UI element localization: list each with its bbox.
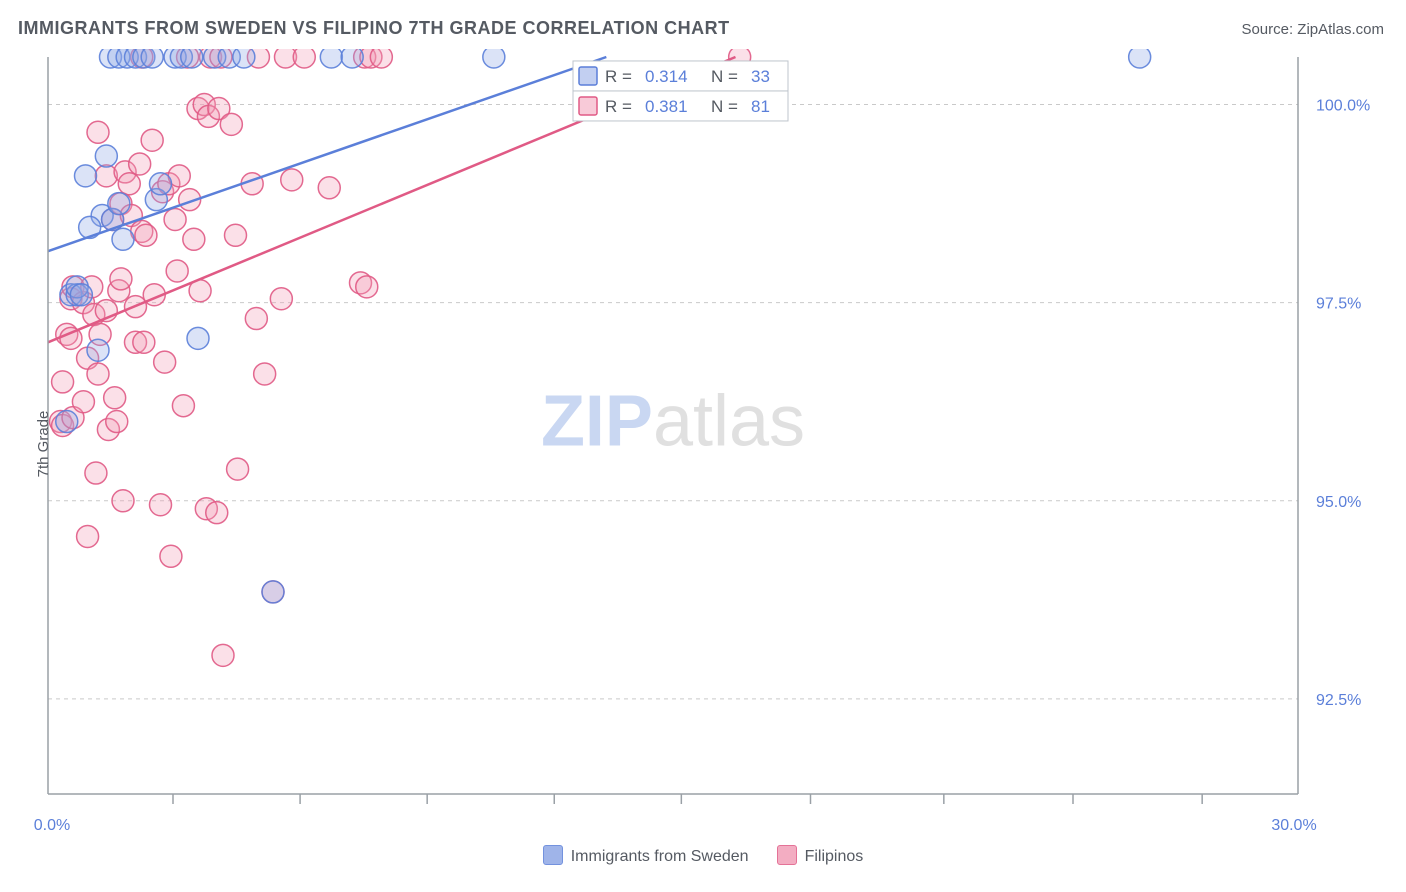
legend-swatch	[543, 845, 563, 865]
svg-text:0.381: 0.381	[645, 97, 688, 116]
svg-text:0.0%: 0.0%	[34, 817, 70, 834]
legend: Immigrants from Sweden Filipinos	[0, 845, 1406, 866]
svg-text:97.5%: 97.5%	[1316, 296, 1361, 313]
legend-item: Filipinos	[777, 845, 864, 866]
svg-text:100.0%: 100.0%	[1316, 98, 1370, 115]
svg-text:N =: N =	[711, 67, 738, 86]
svg-text:92.5%: 92.5%	[1316, 692, 1361, 709]
chart-area: 7th Grade 92.5% 95.0% 97.5% 100.0% ZIPatlas R…	[18, 49, 1388, 839]
legend-swatch	[777, 845, 797, 865]
svg-text:81: 81	[751, 97, 770, 116]
legend-item: Immigrants from Sweden	[543, 845, 749, 866]
svg-text:ZIPatlas: ZIPatlas	[541, 382, 805, 462]
svg-text:0.314: 0.314	[645, 67, 688, 86]
svg-text:95.0%: 95.0%	[1316, 494, 1361, 511]
svg-text:33: 33	[751, 67, 770, 86]
svg-text:R =: R =	[605, 67, 632, 86]
svg-text:R =: R =	[605, 97, 632, 116]
source-label: Source: ZipAtlas.com	[1241, 21, 1384, 38]
chart-title: IMMIGRANTS FROM SWEDEN VS FILIPINO 7TH G…	[18, 18, 730, 39]
svg-text:N =: N =	[711, 97, 738, 116]
scatter-chart: 92.5% 95.0% 97.5% 100.0% ZIPatlas R = 0.314 N =…	[18, 49, 1388, 839]
legend-label: Immigrants from Sweden	[571, 848, 749, 865]
legend-label: Filipinos	[805, 848, 864, 865]
y-axis-label: 7th Grade	[35, 411, 52, 478]
svg-text:30.0%: 30.0%	[1271, 817, 1316, 834]
